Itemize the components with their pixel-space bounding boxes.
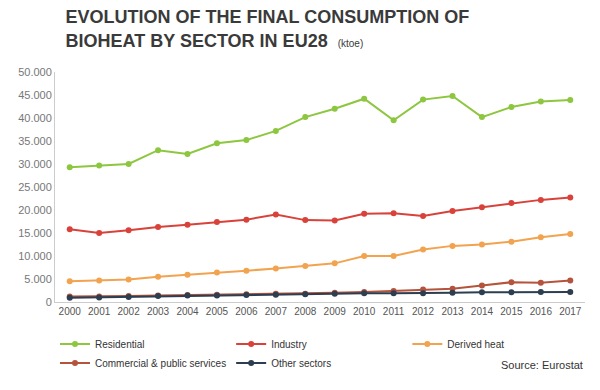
svg-text:0: 0 bbox=[46, 296, 52, 308]
svg-text:2012: 2012 bbox=[412, 306, 435, 317]
svg-text:10.000: 10.000 bbox=[18, 250, 52, 262]
svg-text:30.000: 30.000 bbox=[18, 158, 52, 170]
svg-text:2007: 2007 bbox=[265, 306, 288, 317]
svg-text:2010: 2010 bbox=[353, 306, 376, 317]
svg-text:Industry: Industry bbox=[271, 339, 307, 350]
svg-text:40.000: 40.000 bbox=[18, 112, 52, 124]
svg-text:2005: 2005 bbox=[206, 306, 229, 317]
svg-text:2002: 2002 bbox=[117, 306, 140, 317]
svg-text:2013: 2013 bbox=[441, 306, 464, 317]
svg-text:15.000: 15.000 bbox=[18, 227, 52, 239]
svg-text:EVOLUTION OF THE FINAL CONSUMP: EVOLUTION OF THE FINAL CONSUMPTION OFBIO… bbox=[66, 7, 470, 50]
svg-text:2000: 2000 bbox=[59, 306, 82, 317]
svg-text:Other sectors: Other sectors bbox=[271, 358, 331, 369]
svg-text:35.000: 35.000 bbox=[18, 135, 52, 147]
svg-text:50.000: 50.000 bbox=[18, 66, 52, 78]
svg-text:Residential: Residential bbox=[95, 339, 144, 350]
svg-text:2008: 2008 bbox=[294, 306, 317, 317]
svg-text:Source: Eurostat: Source: Eurostat bbox=[501, 359, 583, 371]
svg-text:20.000: 20.000 bbox=[18, 204, 52, 216]
svg-text:2009: 2009 bbox=[324, 306, 347, 317]
svg-text:45.000: 45.000 bbox=[18, 89, 52, 101]
svg-text:5.000: 5.000 bbox=[24, 273, 52, 285]
svg-text:2014: 2014 bbox=[471, 306, 494, 317]
svg-text:2003: 2003 bbox=[147, 306, 170, 317]
svg-text:2016: 2016 bbox=[530, 306, 553, 317]
svg-text:2017: 2017 bbox=[559, 306, 582, 317]
svg-text:2004: 2004 bbox=[176, 306, 199, 317]
svg-text:2006: 2006 bbox=[235, 306, 258, 317]
svg-text:Commercial & public services: Commercial & public services bbox=[95, 358, 226, 369]
svg-text:2011: 2011 bbox=[383, 306, 405, 317]
svg-text:Derived heat: Derived heat bbox=[447, 339, 504, 350]
svg-text:25.000: 25.000 bbox=[18, 181, 52, 193]
svg-text:2015: 2015 bbox=[500, 306, 523, 317]
svg-text:2001: 2001 bbox=[88, 306, 111, 317]
